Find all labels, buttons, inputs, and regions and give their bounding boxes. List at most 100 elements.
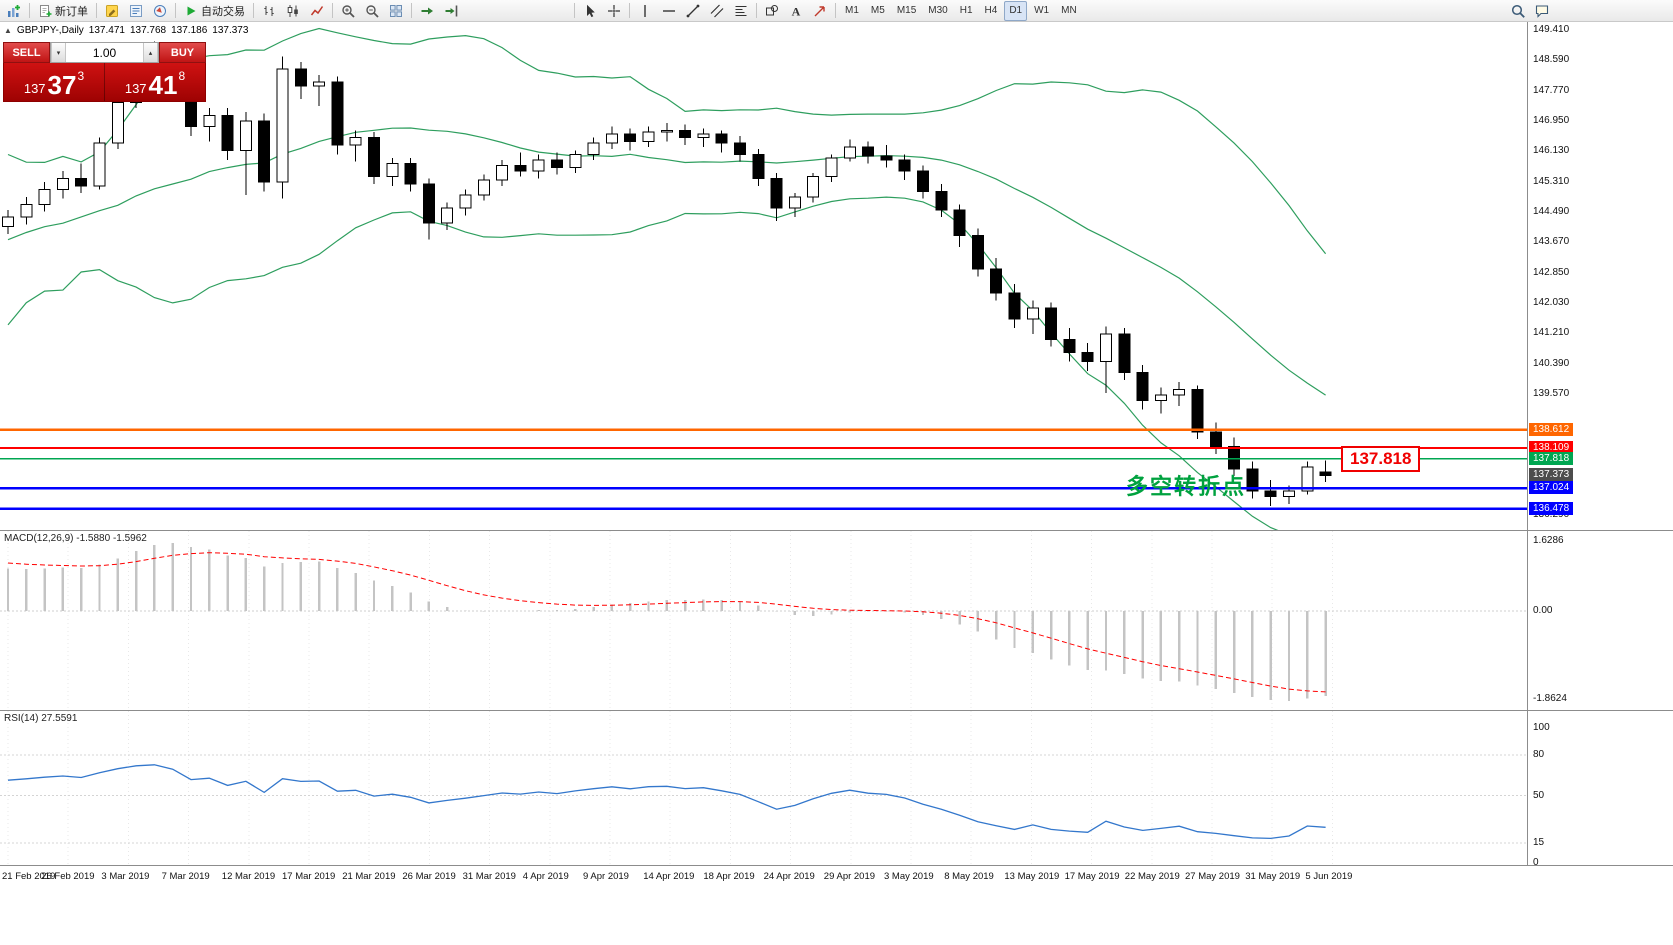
chart-shift-button[interactable]	[440, 1, 462, 21]
zoom-in-icon	[341, 4, 355, 18]
tile-windows-button[interactable]	[385, 1, 407, 21]
time-axis-label: 14 Apr 2019	[643, 871, 695, 882]
time-axis-label: 21 Feb 2019	[2, 871, 56, 882]
macd-axis-label: 0.00	[1533, 605, 1553, 616]
time-axis[interactable]: 21 Feb 2019 26 Feb 2019 3 Mar 2019 7 Mar 20…	[0, 865, 1673, 945]
timeframe-h4-label: H4	[984, 5, 998, 16]
timeframe-m5-button[interactable]: M5	[866, 1, 890, 21]
new-chart-button[interactable]	[3, 1, 25, 21]
ohlc-low: 137.186	[171, 25, 208, 36]
vertical-line-icon	[638, 4, 652, 18]
arrows-icon	[813, 4, 827, 18]
horizontal-line-icon	[662, 4, 676, 18]
rsi-axis-label: 50	[1533, 789, 1545, 801]
auto-trading-button[interactable]: 自动交易	[180, 1, 249, 21]
ohlc-open: 137.471	[88, 25, 125, 36]
vertical-line-tool-button[interactable]	[634, 1, 656, 21]
shapes-icon	[765, 4, 779, 18]
level-price-badge: 138.109	[1529, 441, 1574, 455]
rsi-axis[interactable]: 100 80 50 15 0	[1527, 710, 1673, 865]
volume-decrease-button[interactable]: ▾	[51, 43, 66, 62]
one-click-toggle-icon[interactable]: ▲	[4, 26, 12, 35]
crosshair-tool-button[interactable]	[603, 1, 625, 21]
navigator-button[interactable]	[149, 1, 171, 21]
rsi-axis-label: 100	[1533, 722, 1550, 733]
horizontal-line-tool-button[interactable]	[658, 1, 680, 21]
price-axis-label: 143.670	[1533, 236, 1570, 248]
time-axis-label: 4 Apr 2019	[522, 871, 569, 882]
level-price-badge: 136.478	[1529, 501, 1574, 515]
toolbar-separator	[332, 3, 333, 18]
toolbar-right-group	[1506, 0, 1554, 22]
cursor-tool-button[interactable]	[579, 1, 601, 21]
fibonacci-icon	[734, 4, 748, 18]
timeframe-m1-label: M1	[845, 5, 859, 16]
price-axis-label: 141.210	[1533, 327, 1570, 339]
sell-price-display[interactable]: 137 37 3	[4, 63, 105, 101]
metaeditor-button[interactable]	[101, 1, 123, 21]
toolbar-separator	[629, 3, 630, 18]
new-order-button[interactable]: 新订单	[34, 1, 92, 21]
timeframe-m5-label: M5	[870, 5, 885, 16]
timeframe-h1-button[interactable]: H1	[955, 1, 978, 21]
line-chart-mode-button[interactable]	[306, 1, 328, 21]
ohlc-high: 137.768	[129, 25, 167, 36]
symbol-search-button[interactable]	[1507, 1, 1529, 21]
volume-increase-button[interactable]: ▴	[143, 43, 158, 62]
timeframe-m1-button[interactable]: M1	[840, 1, 864, 21]
timeframe-h4-button[interactable]: H4	[980, 1, 1003, 21]
fibonacci-tool-button[interactable]	[730, 1, 752, 21]
timeframe-d1-button[interactable]: D1	[1004, 0, 1028, 21]
auto-scroll-button[interactable]	[416, 1, 438, 21]
zoom-in-button[interactable]	[337, 1, 359, 21]
candle-chart-mode-button[interactable]	[282, 1, 304, 21]
buy-button[interactable]: BUY	[159, 42, 206, 63]
cursor-icon	[583, 4, 597, 18]
line-chart-icon	[310, 4, 324, 18]
toolbar-separator	[574, 3, 575, 18]
sell-button[interactable]: SELL	[3, 42, 50, 63]
symbol-period-label: GBPJPY-,Daily	[16, 25, 84, 36]
new-order-icon	[38, 4, 52, 18]
price-axis[interactable]: 149.410 148.590 147.770 146.950 146.130 145.3…	[1527, 22, 1673, 530]
text-tool-button[interactable]: A	[785, 1, 807, 21]
volume-control: ▾ 1.00 ▴	[50, 42, 159, 63]
arrows-tool-button[interactable]	[809, 1, 831, 21]
rsi-axis-label: 0	[1533, 857, 1539, 865]
community-chat-button[interactable]	[1531, 1, 1553, 21]
bar-chart-mode-button[interactable]	[258, 1, 280, 21]
zoom-out-button[interactable]	[361, 1, 383, 21]
price-axis-label: 139.570	[1533, 388, 1570, 400]
timeframe-mn-button[interactable]: MN	[1056, 1, 1082, 21]
time-axis-label: 3 Mar 2019	[101, 871, 150, 882]
chart-plus-icon	[7, 4, 21, 18]
buy-price-display[interactable]: 137 41 8	[124, 68, 186, 100]
rsi-canvas[interactable]	[0, 711, 1527, 865]
time-axis-label: 27 May 2019	[1185, 871, 1240, 882]
macd-axis[interactable]: 1.6286 0.00 -1.8624	[1527, 530, 1673, 710]
volume-field[interactable]: 1.00	[92, 45, 117, 60]
timeframe-m30-label: M30	[928, 5, 948, 16]
metaeditor-icon	[105, 4, 119, 18]
ohlc-close: 137.373	[212, 25, 249, 36]
new-order-label: 新订单	[55, 5, 88, 18]
time-axis-label: 26 Feb 2019	[41, 871, 95, 882]
market-watch-button[interactable]	[125, 1, 147, 21]
timeframe-m30-button[interactable]: M30	[923, 1, 952, 21]
rsi-axis-label: 15	[1533, 836, 1545, 848]
shapes-tool-button[interactable]	[761, 1, 783, 21]
timeframe-w1-button[interactable]: W1	[1029, 1, 1054, 21]
channel-tool-button[interactable]	[706, 1, 728, 21]
svg-text:A: A	[792, 4, 801, 18]
main-toolbar: 新订单 自动交易 A M1 M5 M15 M30 H1 H4 D1 W1 MN	[0, 0, 1673, 22]
price-axis-label: 140.390	[1533, 357, 1570, 369]
chart-shift-icon	[444, 4, 458, 18]
macd-axis-label: -1.8624	[1533, 693, 1567, 704]
timeframe-h1-label: H1	[959, 5, 973, 16]
macd-canvas[interactable]	[0, 531, 1527, 710]
zoom-out-icon	[365, 4, 379, 18]
toolbar-separator	[29, 3, 30, 18]
timeframe-m15-button[interactable]: M15	[892, 1, 921, 21]
price-chart-canvas[interactable]	[0, 22, 1527, 530]
trendline-tool-button[interactable]	[682, 1, 704, 21]
